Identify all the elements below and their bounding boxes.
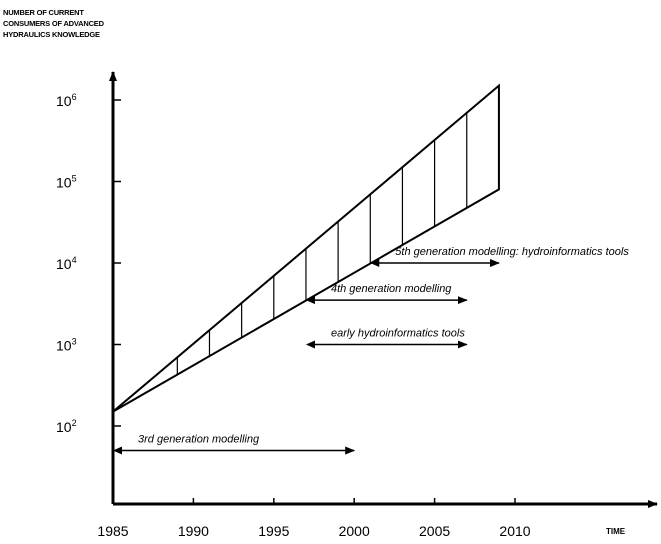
x-axis-label: TIME [606,527,626,536]
y-tick-label: 106 [56,92,77,109]
y-tick-label: 103 [56,337,77,354]
x-tick-label: 2005 [419,523,450,539]
x-tick-label: 1985 [97,523,128,539]
y-tick-label: 104 [56,255,77,272]
annotation-text-gen5: 5th generation modelling: hydroinformati… [395,246,629,258]
y-tick-label: 105 [56,174,77,191]
x-tick-label: 1990 [178,523,209,539]
x-tick-label: 2000 [339,523,370,539]
x-tick-label: 1995 [258,523,289,539]
annotation-arrow-tail-tools [305,340,315,349]
y-tick-label: 102 [56,418,77,435]
annotation-arrow-tail-gen5 [370,259,380,267]
annotation-text-gen3: 3rd generation modelling [138,434,260,446]
annotation-arrow-tail-gen3 [113,446,122,455]
annotation-arrow-tail-gen4 [305,296,315,305]
y-axis-label: NUMBER OF CURRENT CONSUMERS OF ADVANCED … [3,8,104,39]
annotation-text-gen4: 4th generation modelling [331,283,452,295]
annotation-text-tools: early hydroinformatics tools [331,328,465,340]
x-tick-label: 2010 [499,523,530,539]
